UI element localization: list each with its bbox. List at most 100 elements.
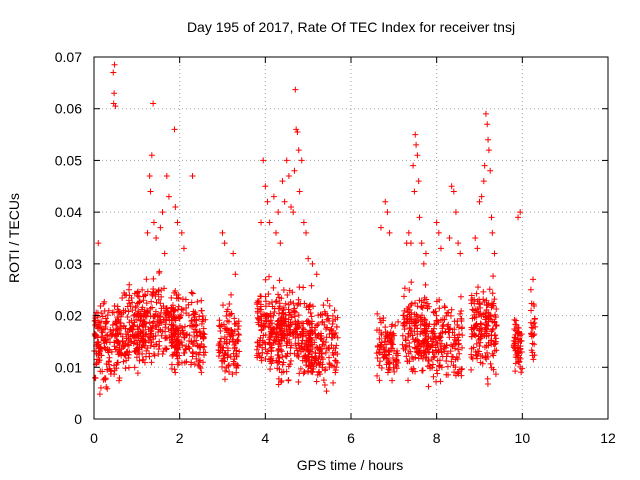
- data-point: [162, 345, 169, 352]
- data-point: [378, 342, 385, 349]
- data-point: [435, 348, 442, 355]
- data-point: [300, 346, 307, 353]
- data-point: [376, 335, 383, 342]
- data-point: [388, 337, 395, 344]
- data-point: [147, 342, 154, 349]
- data-point: [97, 347, 104, 354]
- data-point: [455, 346, 462, 353]
- data-point: [428, 356, 435, 363]
- data-point: [436, 363, 443, 370]
- data-point: [175, 339, 182, 346]
- data-point: [225, 318, 232, 325]
- data-point: [150, 275, 157, 282]
- data-point: [459, 344, 465, 351]
- x-tick-label: 0: [90, 430, 98, 446]
- data-point: [269, 320, 276, 327]
- data-point: [295, 378, 302, 385]
- data-point: [484, 349, 491, 356]
- data-point: [491, 332, 498, 339]
- data-point: [169, 338, 176, 345]
- data-point: [260, 323, 267, 330]
- x-tick-label: 4: [261, 430, 269, 446]
- data-point: [122, 325, 129, 332]
- data-point: [380, 315, 387, 322]
- data-point: [303, 229, 310, 236]
- data-point: [305, 369, 312, 376]
- data-point: [457, 293, 464, 300]
- data-point: [332, 357, 339, 364]
- data-point: [455, 240, 462, 247]
- data-point: [430, 373, 437, 380]
- data-point: [389, 341, 396, 348]
- data-point: [255, 350, 262, 357]
- data-point: [155, 316, 162, 323]
- data-point: [94, 325, 101, 332]
- data-point: [387, 329, 394, 336]
- data-point: [528, 324, 535, 331]
- data-point: [444, 363, 451, 370]
- data-point: [425, 357, 432, 364]
- data-point: [100, 376, 107, 383]
- data-point: [171, 349, 178, 356]
- data-point: [374, 372, 381, 379]
- data-point: [266, 340, 273, 347]
- data-point: [278, 379, 285, 386]
- data-point: [316, 353, 323, 360]
- data-point: [126, 349, 133, 356]
- data-point: [314, 344, 321, 351]
- data-point: [97, 368, 104, 375]
- data-point: [291, 167, 298, 174]
- data-point: [482, 354, 489, 361]
- data-point: [416, 214, 423, 221]
- data-point: [485, 312, 492, 319]
- data-point: [468, 292, 475, 299]
- data-point: [116, 319, 123, 326]
- data-point: [451, 369, 458, 376]
- data-point: [452, 345, 459, 352]
- data-point: [529, 340, 536, 347]
- data-point: [488, 337, 495, 344]
- data-point: [456, 350, 463, 357]
- y-tick-label: 0.03: [55, 256, 82, 272]
- data-point: [468, 366, 475, 373]
- data-point: [166, 317, 173, 324]
- data-point: [424, 340, 431, 347]
- data-point: [97, 302, 104, 309]
- data-point: [386, 229, 393, 236]
- data-point: [419, 355, 426, 362]
- data-point: [478, 321, 485, 328]
- data-point: [280, 287, 287, 294]
- data-point: [476, 300, 483, 307]
- data-point: [122, 340, 129, 347]
- data-point: [419, 367, 426, 374]
- data-point: [163, 346, 170, 353]
- data-point: [411, 344, 418, 351]
- data-point: [225, 362, 232, 369]
- data-point: [114, 359, 121, 366]
- data-point: [262, 298, 269, 305]
- data-point: [280, 331, 287, 338]
- data-point: [417, 321, 424, 328]
- data-point: [230, 350, 237, 357]
- data-point: [441, 348, 448, 355]
- data-point: [403, 342, 410, 349]
- data-point: [216, 340, 223, 347]
- data-point: [415, 178, 422, 185]
- data-point: [489, 325, 496, 332]
- data-point: [150, 289, 157, 296]
- data-point: [330, 351, 337, 358]
- data-point: [217, 323, 224, 330]
- data-point: [420, 260, 427, 267]
- data-point: [258, 327, 265, 334]
- data-point: [437, 362, 444, 369]
- data-point: [150, 100, 157, 107]
- data-point: [130, 312, 137, 319]
- data-point: [389, 355, 396, 362]
- data-point: [384, 338, 391, 345]
- data-point: [374, 310, 381, 317]
- data-point: [140, 321, 147, 328]
- data-point: [297, 365, 304, 372]
- data-point: [158, 293, 165, 300]
- data-point: [96, 391, 103, 398]
- data-point: [120, 307, 127, 314]
